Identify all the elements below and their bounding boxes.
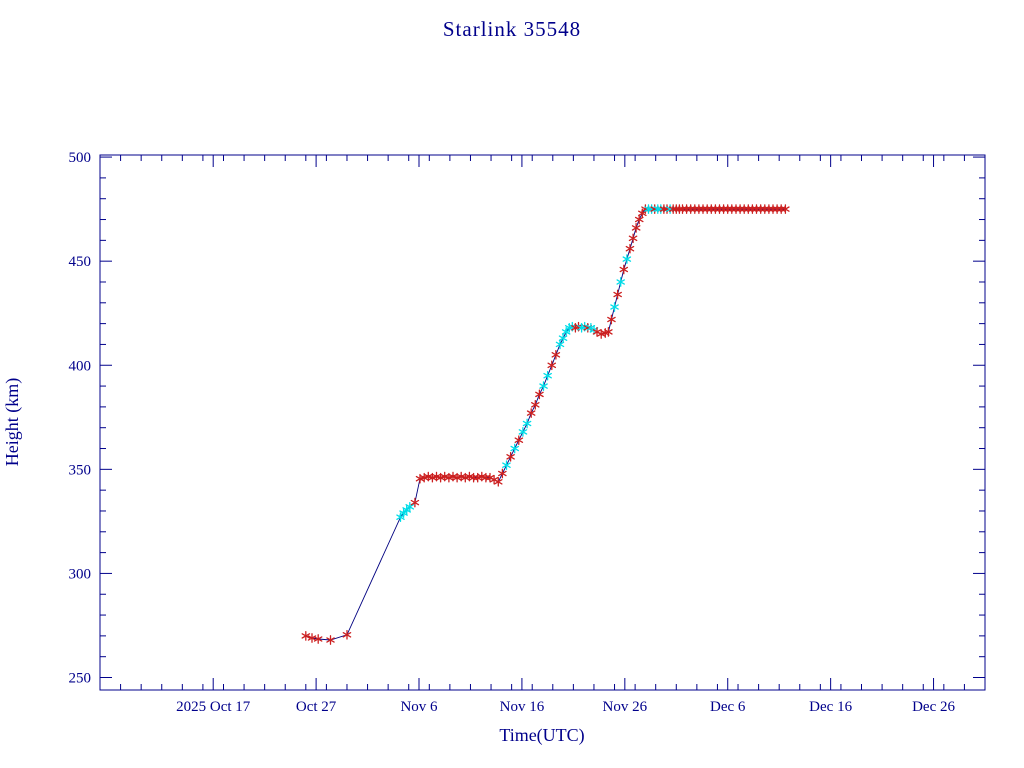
cyan-asterisk-marker [558, 335, 568, 341]
cyan-asterisk-marker [543, 372, 552, 379]
red-asterisk-marker [313, 636, 323, 642]
red-asterisk-marker [493, 479, 503, 485]
red-asterisk-marker [631, 225, 641, 231]
x-tick-label: Oct 27 [296, 699, 337, 715]
red-asterisk-marker [535, 391, 544, 398]
x-tick-label: 2025 Oct 17 [176, 699, 251, 715]
data-markers [301, 204, 790, 645]
x-tick-label: Dec 26 [912, 699, 955, 715]
red-asterisk-marker [668, 206, 678, 212]
axis-ticks [100, 155, 985, 690]
x-tick-label: Nov 26 [603, 699, 648, 715]
red-asterisk-marker [326, 637, 335, 643]
red-asterisk-marker [551, 352, 561, 358]
cyan-asterisk-marker [665, 206, 675, 212]
cyan-asterisk-marker [539, 383, 548, 389]
red-asterisk-marker [607, 316, 616, 323]
red-asterisk-marker [436, 474, 445, 481]
y-tick-label: 400 [69, 358, 92, 374]
cyan-asterisk-marker [610, 304, 619, 310]
red-asterisk-marker [410, 499, 420, 506]
cyan-asterisk-marker [402, 507, 411, 513]
y-axis-label: Height (km) [2, 378, 23, 466]
red-asterisk-marker [781, 206, 790, 212]
cyan-asterisk-marker [502, 462, 511, 468]
cyan-asterisk-marker [510, 445, 520, 452]
red-asterisk-marker [596, 331, 606, 337]
cyan-asterisk-marker [622, 256, 632, 262]
cyan-asterisk-marker [616, 279, 625, 285]
chart-title: Starlink 35548 [442, 17, 582, 41]
cyan-asterisk-marker [405, 504, 415, 510]
tick-labels: 250 300 350 400 450 500 2025 Oct 17 Oct 27 Nov 6… [69, 150, 956, 715]
x-axis-label: Time(UTC) [499, 725, 584, 746]
red-asterisk-marker [444, 474, 454, 481]
red-asterisk-marker [452, 474, 462, 481]
red-asterisk-marker [634, 216, 644, 223]
y-tick-label: 450 [69, 254, 92, 270]
red-asterisk-marker [650, 206, 659, 212]
red-asterisk-marker [419, 474, 429, 481]
red-asterisk-marker [307, 635, 317, 641]
red-asterisk-marker [531, 402, 540, 408]
height-line [305, 208, 786, 641]
cyan-asterisk-marker [396, 514, 405, 520]
red-asterisk-marker [604, 329, 613, 335]
cyan-asterisk-marker [644, 206, 653, 212]
cyan-asterisk-marker [522, 420, 532, 427]
y-tick-label: 300 [69, 566, 92, 582]
red-asterisk-marker [506, 454, 515, 460]
red-asterisk-marker [583, 325, 593, 331]
red-asterisk-marker [625, 245, 635, 252]
cyan-asterisk-marker [399, 510, 408, 516]
red-asterisk-marker [526, 410, 536, 416]
red-asterisk-marker [514, 437, 524, 443]
y-tick-label: 500 [69, 150, 92, 166]
red-asterisk-marker [428, 474, 437, 481]
red-asterisk-marker [415, 475, 425, 482]
red-asterisk-marker [498, 470, 507, 477]
cyan-asterisk-marker [555, 341, 565, 348]
cyan-asterisk-marker [561, 329, 571, 335]
x-tick-label: Dec 16 [809, 699, 852, 715]
y-tick-label: 250 [69, 671, 92, 687]
x-tick-label: Nov 6 [400, 699, 438, 715]
red-asterisk-marker [473, 474, 482, 481]
red-asterisk-marker [461, 474, 470, 481]
red-asterisk-marker [619, 266, 629, 273]
red-asterisk-marker [547, 362, 557, 369]
red-asterisk-marker [671, 206, 681, 212]
red-asterisk-marker [675, 206, 684, 212]
plot-frame [99, 154, 986, 691]
red-asterisk-marker [301, 633, 311, 639]
x-tick-label: Dec 6 [710, 699, 746, 715]
red-asterisk-marker [638, 210, 647, 217]
red-asterisk-marker [628, 235, 638, 242]
red-asterisk-marker [342, 632, 352, 638]
cyan-asterisk-marker [518, 429, 528, 435]
x-tick-label: Nov 16 [500, 699, 545, 715]
y-tick-label: 350 [69, 462, 92, 478]
red-asterisk-marker [613, 291, 622, 298]
cyan-asterisk-marker [647, 206, 656, 212]
red-asterisk-marker [641, 206, 650, 212]
